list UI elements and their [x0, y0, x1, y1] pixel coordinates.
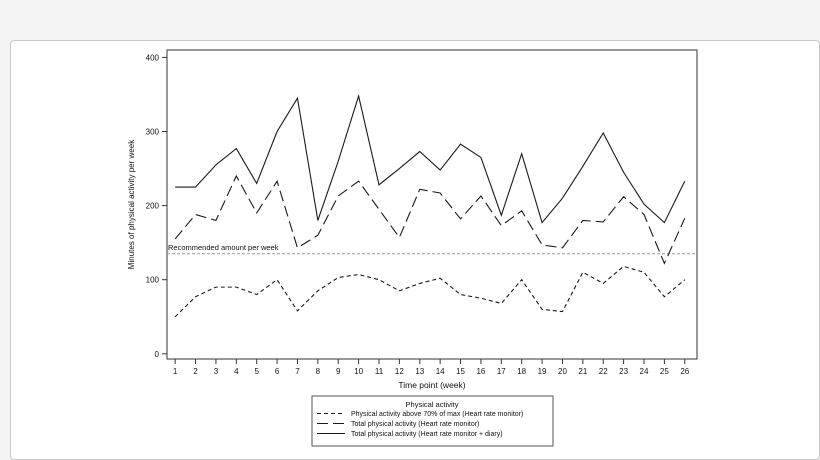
- x-tick-label: 18: [517, 367, 526, 376]
- x-tick-label: 17: [497, 367, 506, 376]
- x-tick-label: 10: [354, 367, 363, 376]
- x-tick-label: 25: [660, 367, 669, 376]
- x-tick-label: 11: [375, 367, 384, 376]
- series-line: [175, 266, 685, 316]
- legend: Physical activity Physical activity abov…: [312, 396, 553, 446]
- x-tick-label: 7: [295, 367, 300, 376]
- x-tick-label: 20: [558, 367, 567, 376]
- recommended-amount-label: Recommended amount per week: [168, 243, 279, 252]
- legend-title: Physical activity: [406, 400, 459, 409]
- x-tick-label: 8: [316, 367, 321, 376]
- x-tick-label: 4: [234, 367, 239, 376]
- series-layer: [175, 96, 685, 317]
- x-tick-label: 23: [619, 367, 628, 376]
- y-tick-label: 100: [146, 276, 160, 285]
- series-1: [175, 266, 685, 316]
- legend-entry-label: Total physical activity (Heart rate moni…: [351, 431, 503, 438]
- x-tick-label: 12: [395, 367, 404, 376]
- x-tick-label: 5: [254, 367, 259, 376]
- plot-border: [167, 50, 697, 359]
- x-tick-label: 3: [214, 367, 219, 376]
- x-tick-label: 14: [436, 367, 445, 376]
- y-tick-label: 0: [155, 350, 160, 359]
- x-tick-label: 24: [640, 367, 649, 376]
- plot-frame: [167, 50, 697, 359]
- x-tick-label: 21: [578, 367, 587, 376]
- line-chart: Recommended amount per week 010020030040…: [0, 0, 820, 450]
- y-tick-label: 300: [146, 128, 160, 137]
- x-tick-label: 16: [476, 367, 485, 376]
- legend-entry-label: Physical activity above 70% of max (Hear…: [351, 411, 523, 418]
- legend-entry-label: Total physical activity (Heart rate moni…: [351, 421, 479, 428]
- y-axis-label: Minutes of physical activity per week: [127, 139, 136, 269]
- y-axis: 0 100 200 300 400: [146, 53, 167, 358]
- x-tick-label: 2: [193, 367, 198, 376]
- x-tick-label: 19: [538, 367, 547, 376]
- x-axis-label: Time point (week): [398, 380, 465, 390]
- x-tick-label: 15: [456, 367, 465, 376]
- y-tick-label: 400: [146, 53, 160, 62]
- x-tick-label: 13: [415, 367, 424, 376]
- x-tick-label: 22: [599, 367, 608, 376]
- x-tick-label: 26: [680, 367, 689, 376]
- y-tick-label: 200: [146, 202, 160, 211]
- x-tick-label: 9: [336, 367, 341, 376]
- x-tick-label: 6: [275, 367, 280, 376]
- reference-layer: Recommended amount per week: [167, 243, 697, 254]
- x-tick-label: 1: [173, 367, 178, 376]
